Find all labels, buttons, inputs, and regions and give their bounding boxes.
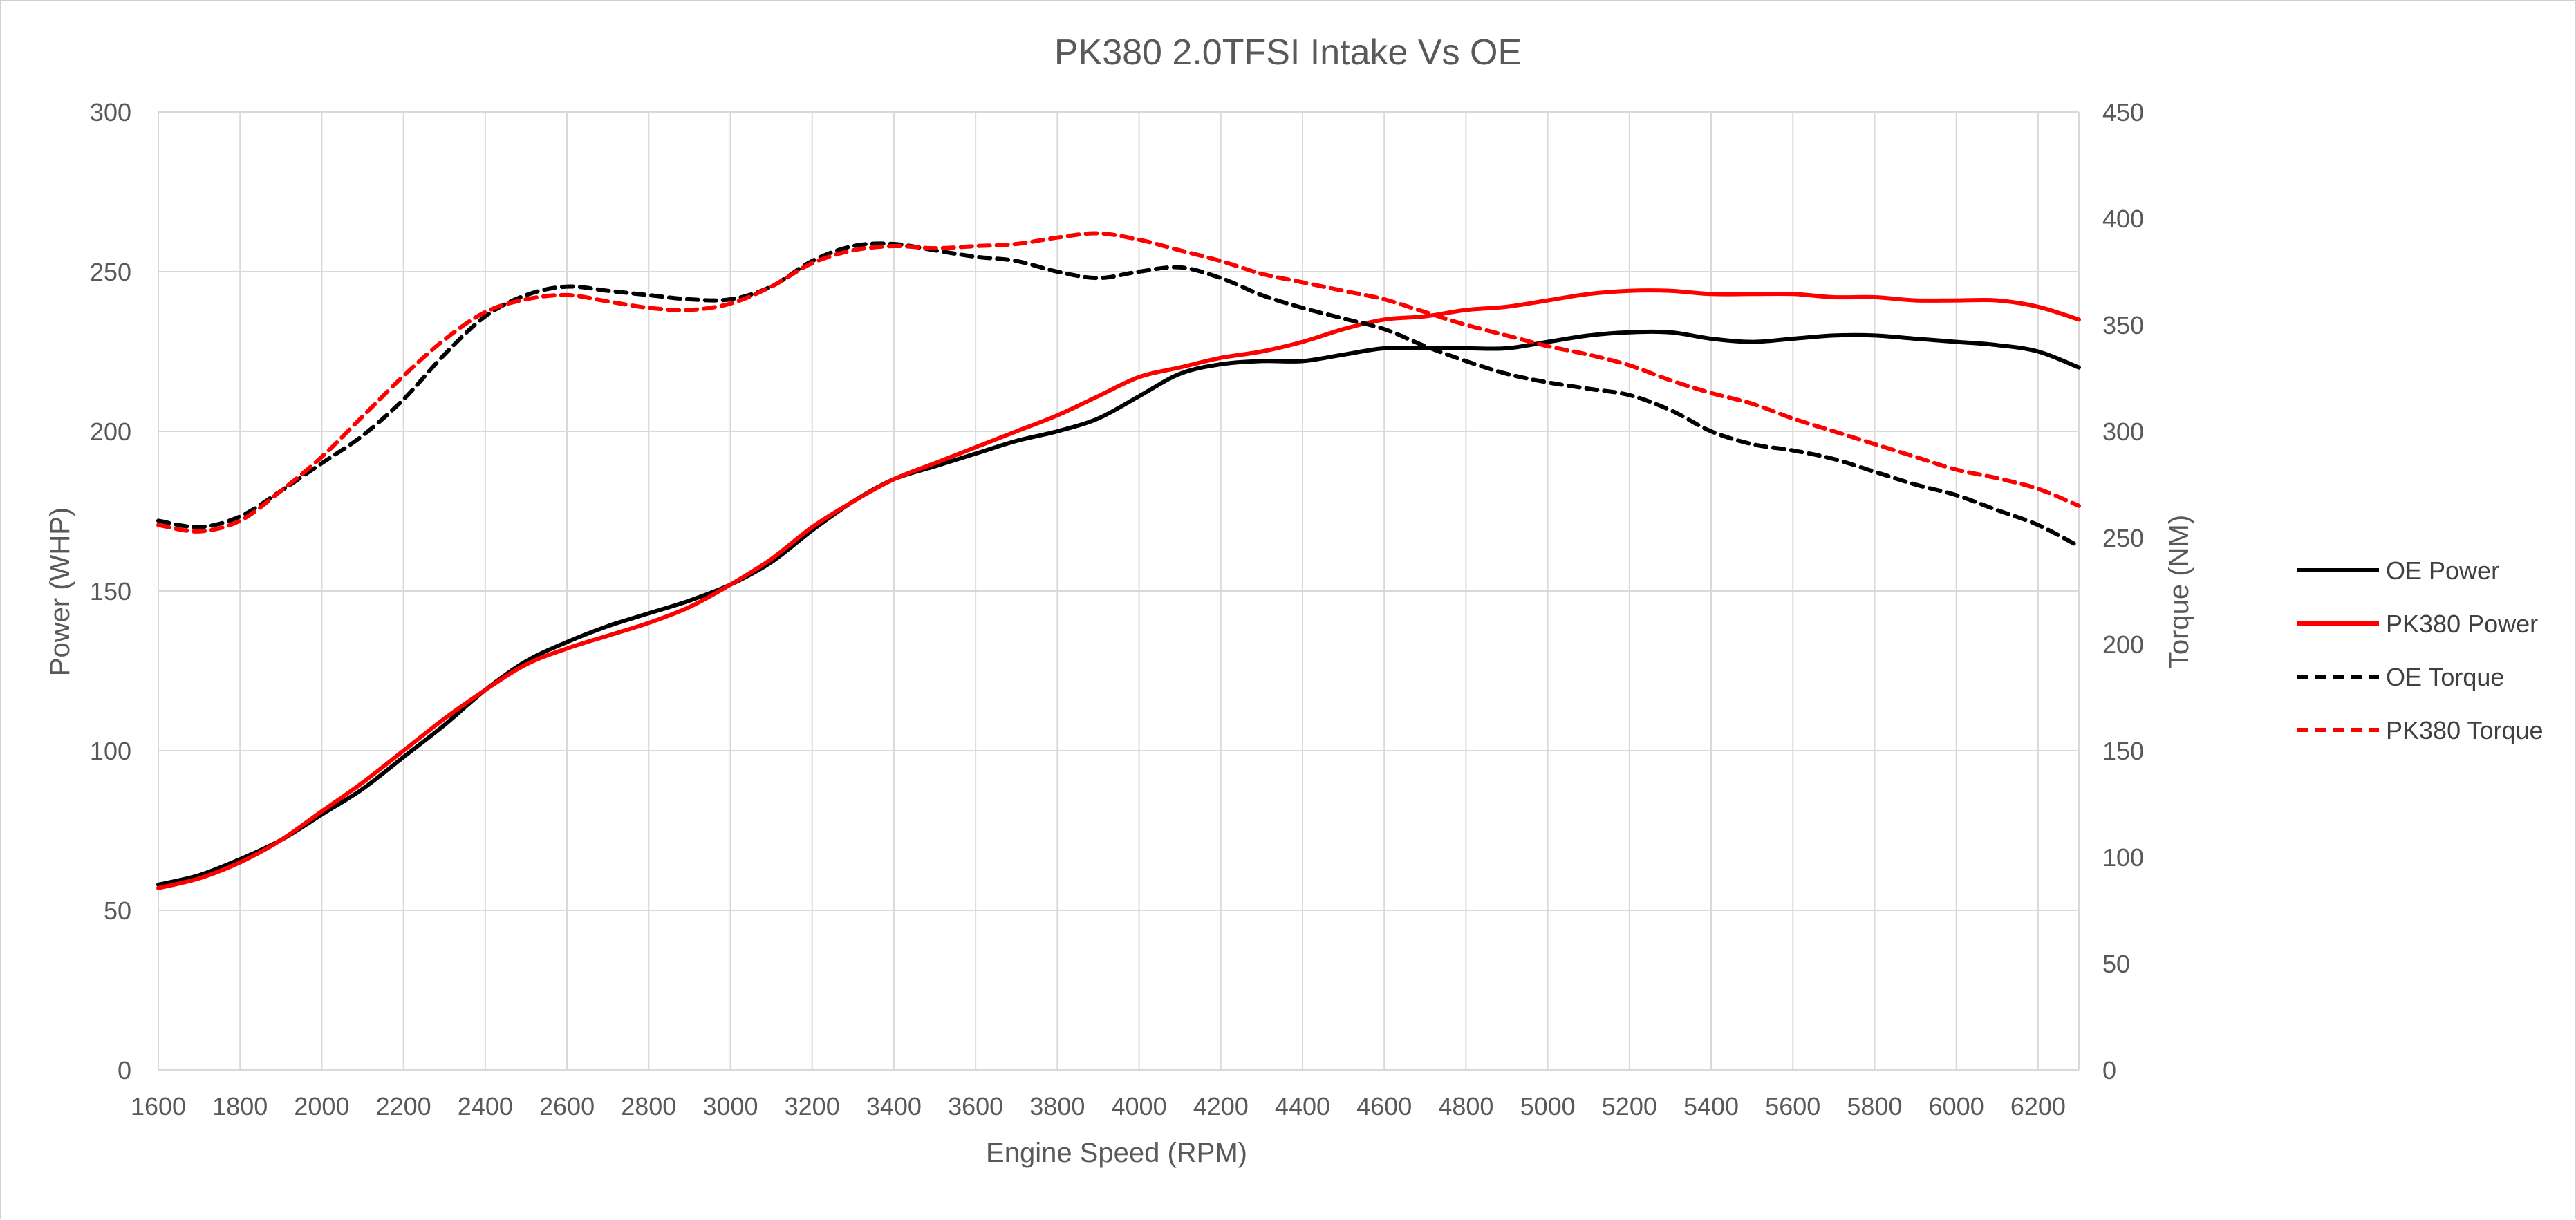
x-tick-label: 3400 (866, 1092, 922, 1120)
y2-tick-label: 0 (2102, 1056, 2116, 1085)
series-line-oe-torque (156, 241, 2081, 549)
chart-title: PK380 2.0TFSI Intake Vs OE (1054, 32, 1522, 73)
x-axis-title: Engine Speed (RPM) (986, 1138, 1247, 1168)
y2-tick-label: 100 (2102, 843, 2144, 872)
gridlines (158, 111, 2080, 1071)
series-line-pk380-torque (156, 231, 2081, 534)
y2-axis-title: Torque (NM) (2164, 515, 2194, 668)
legend-item-oe-power: OE Power (2297, 556, 2499, 585)
y-tick-labels: 0 50 100 150 200 250 300 (90, 98, 131, 1085)
y-tick-label: 50 (104, 897, 131, 925)
legend-label-pk380-power: PK380 Power (2386, 610, 2538, 638)
y-tick-label: 0 (118, 1056, 131, 1085)
series-lines (156, 231, 2081, 890)
y-axis-title: Power (WHP) (45, 507, 75, 676)
y2-tick-label: 300 (2102, 417, 2144, 446)
series-line-oe-power (156, 329, 2081, 887)
x-tick-labels: 1600 1800 2000 2200 2400 2600 2800 3000 3200 3400… (131, 1092, 2066, 1120)
legend-item-pk380-power: PK380 Power (2297, 610, 2538, 638)
y2-tick-label: 350 (2102, 311, 2144, 339)
x-tick-label: 4400 (1275, 1092, 1330, 1120)
x-tick-label: 5600 (1765, 1092, 1820, 1120)
x-tick-label: 3000 (702, 1092, 758, 1120)
y2-tick-labels: 0 50 100 150 200 250 300 350 400 450 (2102, 98, 2144, 1085)
x-tick-label: 6000 (1929, 1092, 1984, 1120)
x-tick-label: 5800 (1847, 1092, 1902, 1120)
x-tick-label: 5400 (1683, 1092, 1739, 1120)
x-tick-label: 1800 (212, 1092, 268, 1120)
x-tick-label: 2400 (458, 1092, 513, 1120)
series-line-pk380-power (156, 288, 2081, 890)
x-tick-label: 3800 (1029, 1092, 1085, 1120)
x-tick-label: 4800 (1438, 1092, 1493, 1120)
y2-tick-label: 450 (2102, 98, 2144, 126)
legend-label-oe-power: OE Power (2386, 556, 2499, 585)
x-tick-label: 3200 (785, 1092, 840, 1120)
legend: OE Power PK380 Power OE Torque PK380 Tor… (2297, 556, 2544, 744)
y2-tick-label: 250 (2102, 524, 2144, 552)
y-tick-label: 250 (90, 258, 131, 286)
legend-label-oe-torque: OE Torque (2386, 663, 2504, 691)
y2-tick-label: 50 (2102, 950, 2130, 978)
y-tick-label: 150 (90, 577, 131, 606)
legend-item-oe-torque: OE Torque (2297, 663, 2504, 691)
x-tick-label: 4200 (1193, 1092, 1249, 1120)
x-tick-label: 3600 (948, 1092, 1003, 1120)
x-tick-label: 2600 (539, 1092, 595, 1120)
y-tick-label: 300 (90, 98, 131, 126)
x-tick-label: 4600 (1356, 1092, 1412, 1120)
x-tick-label: 2000 (294, 1092, 349, 1120)
y2-tick-label: 150 (2102, 737, 2144, 765)
x-tick-label: 6200 (2010, 1092, 2066, 1120)
y2-tick-label: 200 (2102, 630, 2144, 659)
legend-label-pk380-torque: PK380 Torque (2386, 716, 2544, 744)
y-tick-label: 100 (90, 737, 131, 765)
x-tick-label: 5200 (1602, 1092, 1657, 1120)
x-tick-label: 2200 (376, 1092, 431, 1120)
x-tick-label: 1600 (131, 1092, 186, 1120)
x-tick-label: 5000 (1520, 1092, 1576, 1120)
y2-tick-label: 400 (2102, 205, 2144, 233)
y-tick-label: 200 (90, 417, 131, 446)
x-tick-label: 4000 (1112, 1092, 1167, 1120)
x-tick-label: 2800 (621, 1092, 676, 1120)
legend-item-pk380-torque: PK380 Torque (2297, 716, 2544, 744)
